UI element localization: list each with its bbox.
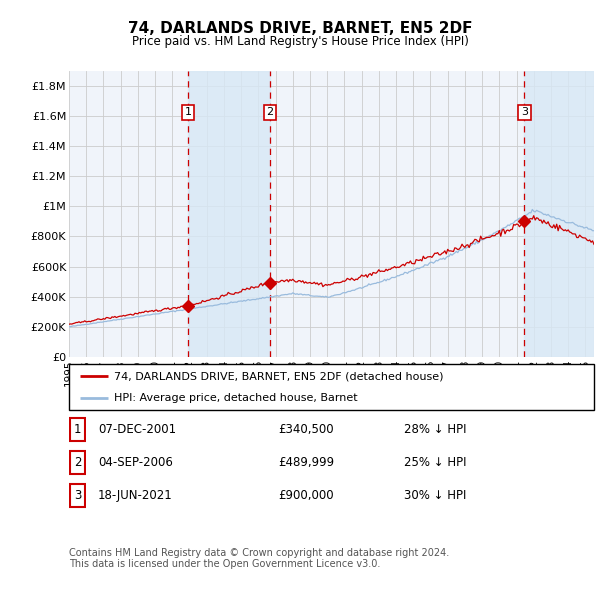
Text: 25% ↓ HPI: 25% ↓ HPI [404,456,466,469]
Text: 28% ↓ HPI: 28% ↓ HPI [404,423,466,436]
Bar [524,71,594,357]
Text: 3: 3 [74,489,81,502]
Bar [70,484,85,507]
Text: 18-JUN-2021: 18-JUN-2021 [98,489,173,502]
Bar [70,418,85,441]
Text: 2: 2 [74,456,81,469]
Text: 2: 2 [266,107,274,117]
Text: Contains HM Land Registry data © Crown copyright and database right 2024.
This d: Contains HM Land Registry data © Crown c… [69,548,449,569]
Text: 3: 3 [521,107,528,117]
Text: Price paid vs. HM Land Registry's House Price Index (HPI): Price paid vs. HM Land Registry's House … [131,35,469,48]
Text: 1: 1 [74,423,81,436]
Text: 30% ↓ HPI: 30% ↓ HPI [404,489,466,502]
Text: 07-DEC-2001: 07-DEC-2001 [98,423,176,436]
Bar [70,451,85,474]
Text: 04-SEP-2006: 04-SEP-2006 [98,456,173,469]
Text: 1: 1 [185,107,191,117]
Text: £489,999: £489,999 [278,456,334,469]
Text: 74, DARLANDS DRIVE, BARNET, EN5 2DF (detached house): 74, DARLANDS DRIVE, BARNET, EN5 2DF (det… [113,372,443,382]
Text: 74, DARLANDS DRIVE, BARNET, EN5 2DF: 74, DARLANDS DRIVE, BARNET, EN5 2DF [128,21,472,35]
Text: £340,500: £340,500 [278,423,334,436]
Text: HPI: Average price, detached house, Barnet: HPI: Average price, detached house, Barn… [113,392,357,402]
Bar [188,71,270,357]
Text: £900,000: £900,000 [278,489,334,502]
